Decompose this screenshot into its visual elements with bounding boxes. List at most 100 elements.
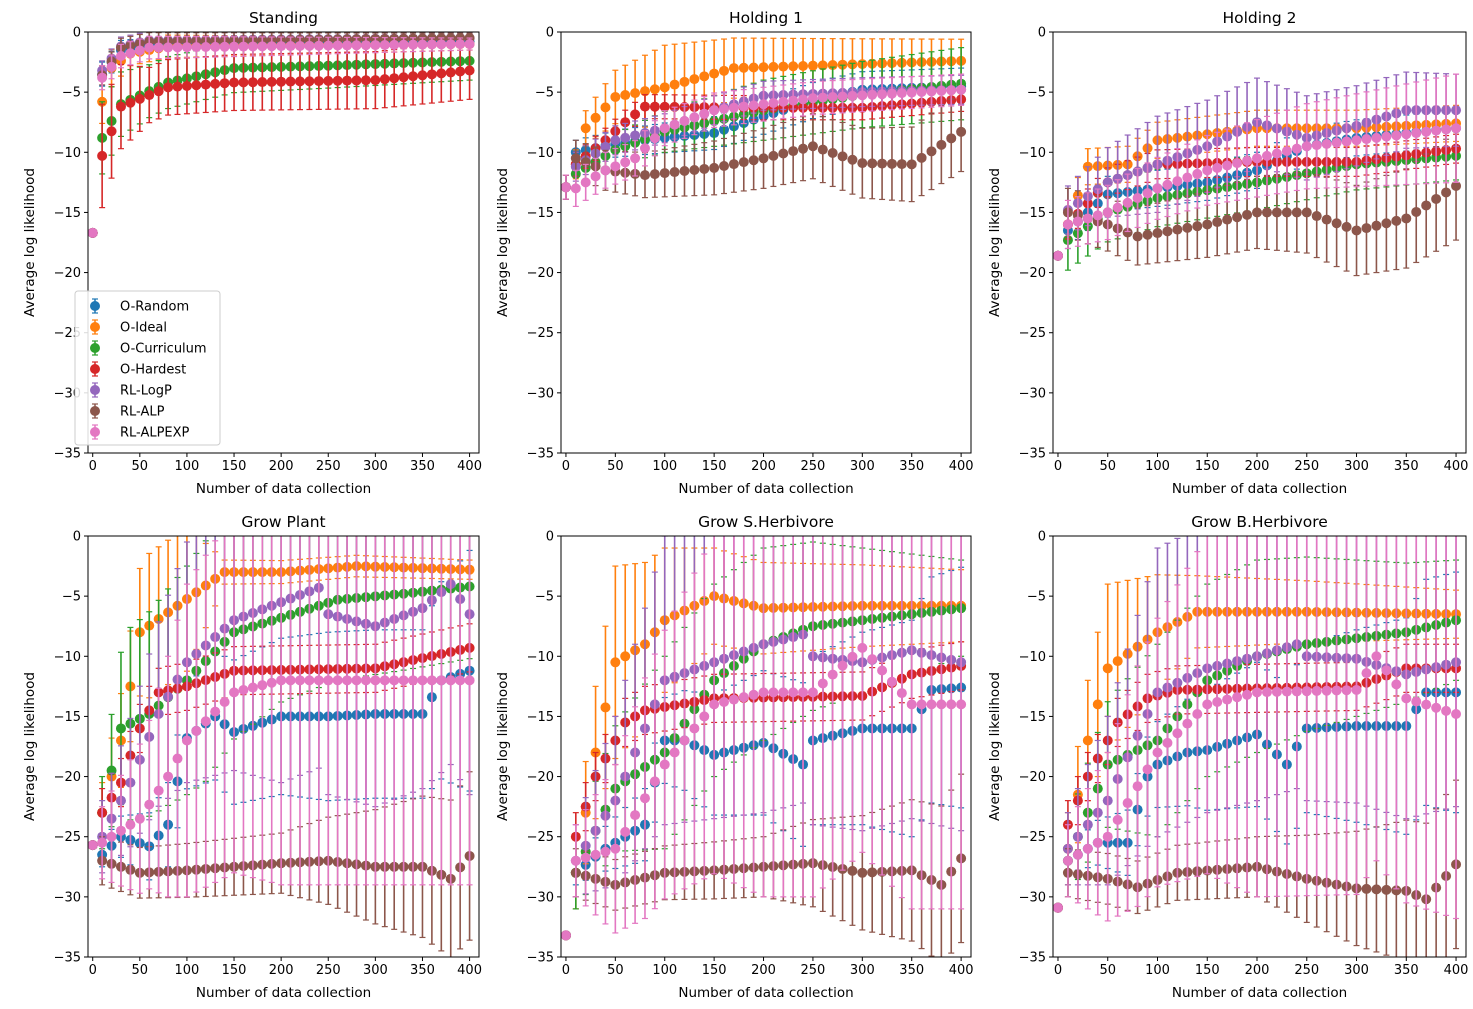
y-tick-label: −30 (54, 890, 81, 905)
data-point (1271, 148, 1282, 159)
data-point (163, 42, 174, 53)
data-point (1182, 172, 1193, 183)
data-point (238, 77, 249, 88)
data-point (916, 152, 927, 163)
data-point (134, 45, 145, 56)
x-tick-label: 250 (1294, 459, 1319, 474)
y-tick-label: −15 (527, 206, 554, 221)
x-tick-label: 400 (457, 459, 482, 474)
data-point (1142, 229, 1153, 240)
y-tick-label: −35 (1019, 447, 1046, 462)
data-point (1311, 211, 1322, 222)
data-point (1122, 227, 1133, 238)
data-point (798, 143, 809, 154)
axes-frame (1052, 31, 1467, 454)
data-point (257, 77, 268, 88)
data-point (620, 90, 631, 101)
plot-area (1053, 71, 1462, 277)
data-point (847, 90, 858, 101)
data-point (266, 76, 277, 87)
data-point (408, 71, 419, 82)
data-point (758, 99, 769, 110)
y-tick-label: −20 (54, 266, 81, 281)
data-point (1361, 223, 1372, 234)
data-point (807, 60, 818, 71)
data-point (144, 799, 155, 810)
data-point (97, 72, 108, 83)
data-point (436, 68, 447, 79)
data-point (778, 61, 789, 72)
data-point (630, 109, 641, 120)
data-point (639, 143, 650, 154)
data-point (1431, 125, 1442, 136)
plot-area (561, 536, 967, 957)
x-axis-label: Number of data collection (196, 481, 371, 497)
chart-title: Holding 2 (1222, 9, 1296, 27)
data-point (1321, 214, 1332, 225)
data-point (115, 51, 126, 62)
data-point (620, 117, 631, 128)
data-point (570, 183, 581, 194)
y-tick-label: −15 (54, 206, 81, 221)
data-point (1222, 160, 1233, 171)
data-point (389, 73, 400, 84)
data-point (181, 80, 192, 91)
data-point (837, 151, 848, 162)
y-axis-label: Average log likelihood (22, 672, 38, 821)
y-tick-label: 0 (546, 26, 554, 41)
data-point (1331, 218, 1342, 229)
data-point (1351, 225, 1362, 236)
x-axis-label: Number of data collection (1172, 481, 1347, 497)
y-tick-label: 0 (1038, 26, 1046, 41)
data-point (659, 168, 670, 179)
data-point (1072, 216, 1083, 227)
data-point (1281, 146, 1292, 157)
data-point (659, 123, 670, 134)
data-point (360, 40, 371, 51)
series-rl-alp (561, 91, 967, 203)
data-point (1182, 222, 1193, 233)
data-point (1441, 124, 1452, 135)
data-point (1062, 219, 1073, 230)
data-point (1311, 140, 1322, 151)
data-point (1162, 226, 1173, 237)
x-tick-label: 300 (363, 963, 388, 978)
x-tick-label: 150 (222, 963, 247, 978)
data-point (313, 76, 324, 87)
data-point (610, 657, 621, 668)
data-point (115, 101, 126, 112)
data-point (1082, 213, 1093, 224)
data-point (360, 75, 371, 86)
data-point (748, 100, 759, 111)
data-point (163, 82, 174, 93)
data-point (600, 141, 611, 152)
subplot-5: 0 50 100 150 200 250 300 350 4000−5−10−15−20−25−… (495, 513, 974, 1001)
y-tick-label: −5 (535, 86, 554, 101)
data-point (276, 76, 287, 87)
data-point (817, 60, 828, 71)
data-point (669, 167, 680, 178)
data-point (906, 159, 917, 170)
series-rl-alpexp (561, 73, 967, 208)
data-point (455, 39, 466, 50)
data-point (699, 108, 710, 119)
data-point (1092, 210, 1103, 221)
data-point (1252, 153, 1263, 164)
data-point (1212, 217, 1223, 228)
data-point (580, 177, 591, 188)
data-point (580, 123, 591, 134)
data-point (630, 130, 641, 141)
y-tick-label: −10 (54, 650, 81, 665)
y-tick-label: −5 (62, 590, 81, 605)
y-tick-label: −10 (54, 146, 81, 161)
plot-area (88, 32, 475, 238)
data-point (896, 88, 907, 99)
x-tick-label: 350 (899, 459, 924, 474)
data-point (398, 39, 409, 50)
data-point (153, 785, 164, 796)
data-point (600, 102, 611, 113)
data-point (332, 75, 343, 86)
data-point (1112, 202, 1123, 213)
data-point (639, 86, 650, 97)
data-point (257, 680, 268, 691)
